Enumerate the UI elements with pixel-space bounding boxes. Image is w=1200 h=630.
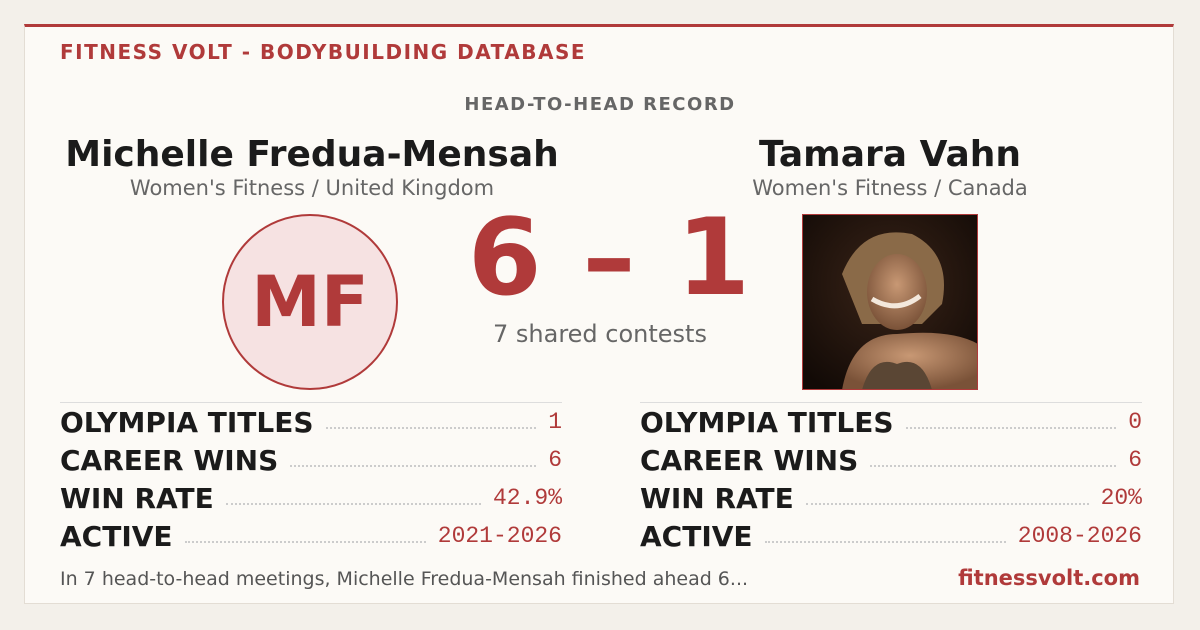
right-name: Tamara Vahn (758, 134, 1022, 175)
score-caption: 7 shared contests (493, 320, 707, 348)
right-subtitle: Women's Fitness / Canada (752, 176, 1028, 200)
stat-label: ACTIVE (60, 519, 173, 553)
athlete-photo (802, 214, 978, 390)
leader (184, 541, 426, 543)
summary: In 7 head-to-head meetings, Michelle Fre… (60, 568, 749, 590)
leader (290, 465, 537, 467)
leader (905, 427, 1117, 429)
stat-row: WIN RATE 20% (640, 479, 1142, 517)
stat-label: WIN RATE (640, 481, 794, 515)
leader (225, 503, 481, 505)
stat-row: WIN RATE 42.9% (60, 479, 562, 517)
leader (870, 465, 1117, 467)
stat-value: 20% (1100, 485, 1142, 511)
card (24, 24, 1174, 604)
left-stats: OLYMPIA TITLES 1 CAREER WINS 6 WIN RATE 42.9%… (60, 402, 562, 555)
stat-value: 6 (1128, 447, 1142, 473)
leader (805, 503, 1089, 505)
stat-row: ACTIVE 2021-2026 (60, 517, 562, 555)
stat-row: CAREER WINS 6 (60, 441, 562, 479)
stat-value: 6 (548, 447, 562, 473)
stat-row: OLYMPIA TITLES 0 (640, 403, 1142, 441)
stat-row: CAREER WINS 6 (640, 441, 1142, 479)
stat-value: 2008-2026 (1017, 523, 1142, 549)
leader (764, 541, 1006, 543)
stat-value: 0 (1128, 409, 1142, 435)
stat-row: ACTIVE 2008-2026 (640, 517, 1142, 555)
left-subtitle: Women's Fitness / United Kingdom (129, 176, 495, 200)
stat-label: CAREER WINS (60, 443, 279, 477)
stat-label: ACTIVE (640, 519, 753, 553)
stat-label: OLYMPIA TITLES (640, 405, 894, 439)
initials-avatar: MF (222, 214, 398, 390)
stat-label: CAREER WINS (640, 443, 859, 477)
stat-label: WIN RATE (60, 481, 214, 515)
left-name: Michelle Fredua-Mensah (65, 134, 559, 175)
leader (325, 427, 537, 429)
site-link[interactable]: fitnessvolt.com (958, 566, 1140, 590)
score: 6 – 1 (467, 196, 753, 319)
stat-label: OLYMPIA TITLES (60, 405, 314, 439)
stat-value: 42.9% (492, 485, 562, 511)
right-stats: OLYMPIA TITLES 0 CAREER WINS 6 WIN RATE 20% AC… (640, 402, 1142, 555)
brand: FITNESS VOLT - BODYBUILDING DATABASE (60, 40, 587, 64)
stat-value: 1 (548, 409, 562, 435)
stat-row: OLYMPIA TITLES 1 (60, 403, 562, 441)
stat-value: 2021-2026 (437, 523, 562, 549)
section-title: HEAD-TO-HEAD RECORD (464, 94, 736, 115)
